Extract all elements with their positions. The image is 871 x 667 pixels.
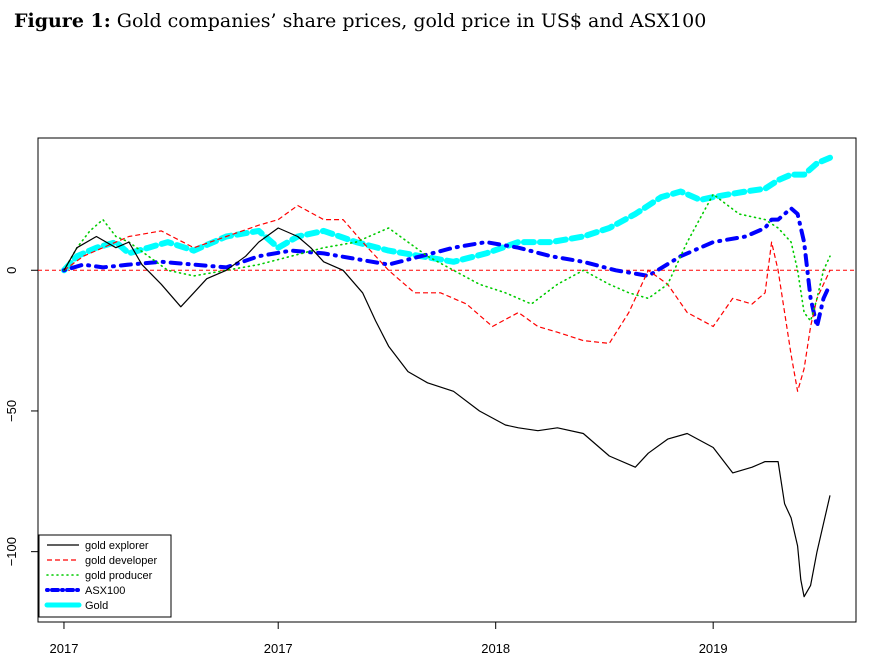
series-line-gold	[61, 154, 833, 274]
x-tick-label: 2018	[481, 641, 510, 656]
y-tick-label: −100	[4, 537, 19, 566]
legend-label: Gold	[85, 600, 108, 612]
x-tick-label: 2019	[699, 641, 728, 656]
figure-caption-text: Gold companies’ share prices, gold price…	[116, 10, 707, 32]
y-tick-label: 0	[4, 267, 19, 274]
series-line-gold-producer	[63, 193, 831, 322]
legend-label: gold developer	[85, 555, 158, 567]
legend-label: ASX100	[85, 585, 125, 597]
series-line-asx100	[62, 206, 832, 329]
series-line-gold-explorer	[63, 227, 831, 598]
series-layer	[61, 154, 833, 598]
axis-layer: 2017 2017 2018 2019 0 −50 −100	[4, 267, 728, 656]
x-tick-label: 2017	[50, 641, 79, 656]
legend-label: gold explorer	[85, 540, 149, 552]
y-tick-label: −50	[4, 400, 19, 422]
plot-frame	[37, 137, 857, 623]
legend-label: gold producer	[85, 570, 153, 582]
figure-caption: Figure 1: Gold companies’ share prices, g…	[14, 10, 706, 32]
legend: gold explorer gold developer gold producer…	[38, 534, 172, 618]
figure-label: Figure 1:	[14, 10, 111, 32]
x-tick-label: 2017	[264, 641, 293, 656]
series-line-gold-developer	[63, 204, 831, 392]
